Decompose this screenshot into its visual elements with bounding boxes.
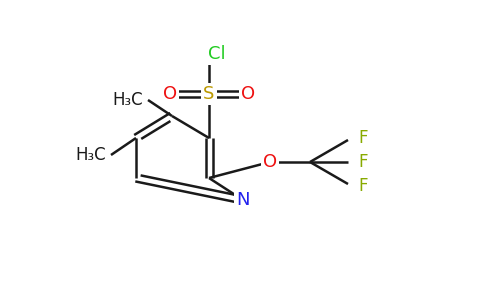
Text: F: F — [358, 129, 368, 147]
Text: Cl: Cl — [208, 45, 226, 63]
Text: O: O — [163, 85, 177, 103]
Text: S: S — [203, 85, 215, 103]
Text: F: F — [358, 177, 368, 195]
Text: H₃C: H₃C — [113, 91, 143, 109]
Text: O: O — [263, 153, 277, 171]
Text: H₃C: H₃C — [76, 146, 106, 164]
Text: F: F — [358, 153, 368, 171]
Text: N: N — [236, 191, 250, 209]
Text: O: O — [241, 85, 255, 103]
